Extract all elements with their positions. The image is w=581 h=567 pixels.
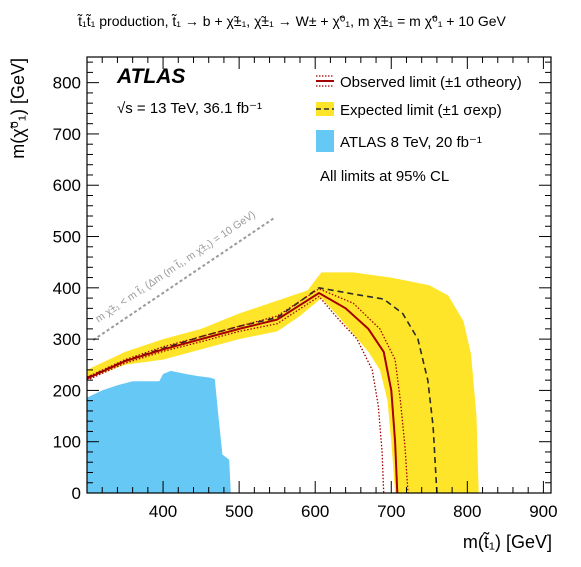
legend-atlas8-label: ATLAS 8 TeV, 20 fb⁻¹	[340, 134, 482, 151]
legend-atlas8-swatch	[316, 130, 334, 152]
diagonal-label: m χ̃±₁ < m t̃₁ (Δm (m t̃₁, m χ̃±₁) = 10 …	[93, 208, 258, 325]
x-axis-label: m(t̃₁) [GeV]	[463, 532, 552, 552]
y-tick-label: 200	[53, 381, 81, 400]
legend-observed-label: Observed limit (±1 σtheory)	[340, 74, 522, 91]
observed-up-line	[87, 288, 409, 493]
y-tick-label: 700	[53, 125, 81, 144]
atlas8-excluded-area	[87, 370, 231, 493]
y-tick-label: 0	[72, 484, 81, 503]
x-tick-label: 500	[225, 502, 253, 521]
expected-band-area	[87, 272, 479, 493]
x-tick-label: 900	[529, 502, 557, 521]
plot-frame	[86, 56, 552, 494]
cl-note: All limits at 95% CL	[320, 168, 449, 185]
y-tick-label: 400	[53, 279, 81, 298]
x-tick-label: 400	[149, 502, 177, 521]
y-tick-label: 600	[53, 176, 81, 195]
series-layer	[87, 272, 479, 493]
x-tick-label: 700	[377, 502, 405, 521]
y-tick-label: 300	[53, 330, 81, 349]
observed-down-line	[87, 295, 385, 493]
y-axis-label: m(χ̃⁰₁) [GeV]	[8, 58, 28, 159]
y-tick-label: 100	[53, 433, 81, 452]
y-tick-label: 500	[53, 228, 81, 247]
plot-title: t̃₁t̃₁ production, t̃₁ → b + χ̃±₁, χ̃±₁ …	[77, 13, 507, 29]
y-tick-label: 800	[53, 74, 81, 93]
x-tick-label: 600	[301, 502, 329, 521]
energy-label: √s = 13 TeV, 36.1 fb⁻¹	[117, 100, 262, 117]
atlas-label: ATLAS	[116, 65, 185, 88]
legend: Observed limit (±1 σtheory) Expected lim…	[316, 74, 522, 152]
observed-limit-line	[87, 291, 399, 493]
x-tick-label: 800	[453, 502, 481, 521]
axes-layer: 400 500 600 700 800 900 0 100 200 300 400 500 600 700…	[53, 57, 558, 521]
expected-limit-line	[87, 286, 438, 493]
series-group	[87, 272, 479, 493]
legend-expected-label: Expected limit (±1 σexp)	[340, 102, 502, 119]
